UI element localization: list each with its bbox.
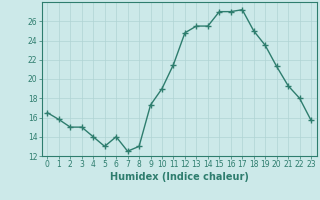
X-axis label: Humidex (Indice chaleur): Humidex (Indice chaleur) [110,172,249,182]
